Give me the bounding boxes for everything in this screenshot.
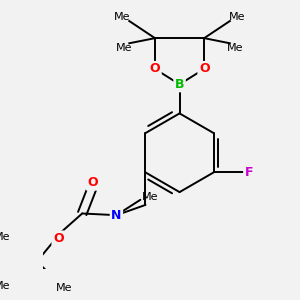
Text: O: O [199, 62, 209, 75]
Text: Me: Me [56, 283, 73, 293]
Text: O: O [53, 232, 64, 245]
Text: Me: Me [227, 44, 243, 53]
Text: Me: Me [0, 281, 11, 291]
Text: Me: Me [228, 12, 245, 22]
Text: B: B [175, 78, 184, 91]
Text: Me: Me [114, 12, 131, 22]
Text: O: O [150, 62, 160, 75]
Text: Me: Me [0, 232, 11, 242]
Text: Me: Me [116, 44, 132, 53]
Text: F: F [244, 166, 253, 179]
Text: Me: Me [142, 192, 158, 202]
Text: N: N [111, 209, 122, 222]
Text: O: O [87, 176, 98, 189]
